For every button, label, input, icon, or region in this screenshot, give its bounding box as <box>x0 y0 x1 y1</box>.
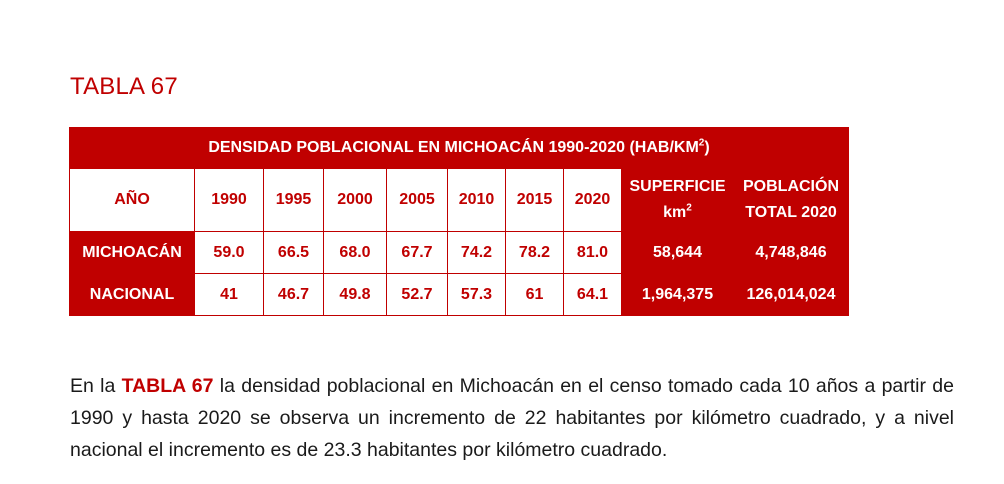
surface-cell: 1,964,375 <box>621 273 734 316</box>
year-header: AÑO <box>69 168 195 232</box>
table-row-michoacan: MICHOACÁN 59.0 66.5 68.0 67.7 74.2 78.2 … <box>69 231 849 274</box>
density-cell: 64.1 <box>563 273 622 316</box>
table-heading: TABLA 67 <box>70 73 178 100</box>
header-row: AÑO 1990 1995 2000 2005 2010 2015 2020 S… <box>69 168 849 232</box>
density-cell: 74.2 <box>447 231 506 274</box>
density-cell: 81.0 <box>563 231 622 274</box>
year-cell: 1995 <box>263 168 324 232</box>
density-cell: 59.0 <box>194 231 264 274</box>
year-cell: 2015 <box>505 168 564 232</box>
density-cell: 46.7 <box>263 273 324 316</box>
table-title: DENSIDAD POBLACIONAL EN MICHOACÁN 1990-2… <box>69 127 849 169</box>
density-cell: 57.3 <box>447 273 506 316</box>
density-cell: 41 <box>194 273 264 316</box>
density-cell: 66.5 <box>263 231 324 274</box>
year-cell: 2010 <box>447 168 506 232</box>
density-cell: 68.0 <box>323 231 387 274</box>
table-row-nacional: NACIONAL 41 46.7 49.8 52.7 57.3 61 64.1 … <box>69 273 849 316</box>
density-table: DENSIDAD POBLACIONAL EN MICHOACÁN 1990-2… <box>69 127 849 316</box>
population-cell: 126,014,024 <box>733 273 849 316</box>
year-cell: 2000 <box>323 168 387 232</box>
density-cell: 67.7 <box>386 231 448 274</box>
description-paragraph: En la TABLA 67 la densidad poblacional e… <box>70 375 954 461</box>
density-cell: 52.7 <box>386 273 448 316</box>
table-reference: TABLA 67 <box>121 375 214 397</box>
density-cell: 61 <box>505 273 564 316</box>
year-cell: 1990 <box>194 168 264 232</box>
population-header: POBLACIÓN TOTAL 2020 <box>733 168 849 232</box>
year-cell: 2005 <box>386 168 448 232</box>
year-cell: 2020 <box>563 168 622 232</box>
surface-header: SUPERFICIE km2 <box>621 168 734 232</box>
density-cell: 78.2 <box>505 231 564 274</box>
density-cell: 49.8 <box>323 273 387 316</box>
density-table-container: DENSIDAD POBLACIONAL EN MICHOACÁN 1990-2… <box>69 127 849 316</box>
population-cell: 4,748,846 <box>733 231 849 274</box>
surface-cell: 58,644 <box>621 231 734 274</box>
row-label: NACIONAL <box>69 273 195 316</box>
row-label: MICHOACÁN <box>69 231 195 274</box>
